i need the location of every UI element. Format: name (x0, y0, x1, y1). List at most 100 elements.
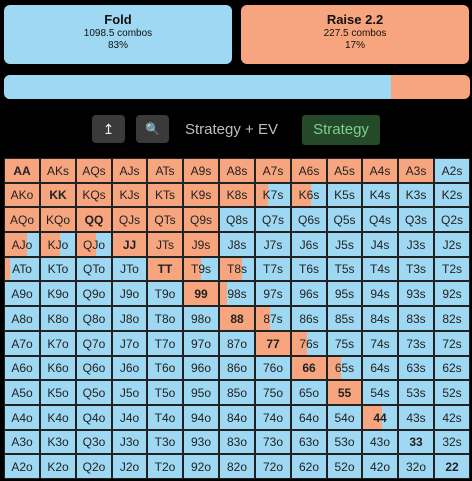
hand-cell[interactable]: 63s (398, 356, 434, 380)
hand-cell[interactable]: 53o (327, 430, 362, 454)
hand-cell[interactable]: K9o (40, 281, 76, 306)
hand-cell[interactable]: TT (147, 257, 183, 281)
hand-cell[interactable]: 65s (327, 356, 362, 380)
hand-cell[interactable]: K9s (183, 183, 219, 207)
hand-cell[interactable]: T3s (398, 257, 434, 281)
hand-cell[interactable]: J7s (255, 232, 291, 257)
hand-cell[interactable]: 76s (291, 331, 327, 356)
hand-cell[interactable]: K2s (434, 183, 470, 207)
hand-cell[interactable]: T9s (183, 257, 219, 281)
hand-cell[interactable]: 97s (255, 281, 291, 306)
hand-cell[interactable]: JTo (112, 257, 147, 281)
hand-cell[interactable]: J4s (362, 232, 398, 257)
hand-cell[interactable]: 82s (434, 306, 470, 331)
hand-cell[interactable]: K7o (40, 331, 76, 356)
hand-cell[interactable]: J7o (112, 331, 147, 356)
hand-cell[interactable]: Q4o (76, 405, 112, 430)
mode-strategy-tab[interactable]: Strategy (302, 115, 380, 145)
hand-cell[interactable]: 84s (362, 306, 398, 331)
hand-cell[interactable]: QJo (76, 232, 112, 257)
hand-cell[interactable]: 99 (183, 281, 219, 306)
hand-cell[interactable]: J8o (112, 306, 147, 331)
hand-cell[interactable]: Q3o (76, 430, 112, 454)
hand-cell[interactable]: 82o (219, 454, 255, 479)
hand-cell[interactable]: 87s (255, 306, 291, 331)
hand-cell[interactable]: K7s (255, 183, 291, 207)
hand-cell[interactable]: 87o (219, 331, 255, 356)
hand-cell[interactable]: J4o (112, 405, 147, 430)
hand-cell[interactable]: 22 (434, 454, 470, 479)
hand-cell[interactable]: 85s (327, 306, 362, 331)
hand-cell[interactable]: T7s (255, 257, 291, 281)
hand-cell[interactable]: Q8s (219, 207, 255, 232)
hand-cell[interactable]: QTo (76, 257, 112, 281)
hand-cell[interactable]: J5o (112, 380, 147, 405)
hand-cell[interactable]: 32s (434, 430, 470, 454)
hand-cell[interactable]: T2s (434, 257, 470, 281)
mode-strategy-ev-tab[interactable]: Strategy + EV (185, 121, 278, 138)
hand-cell[interactable]: K3s (398, 183, 434, 207)
hand-cell[interactable]: J3s (398, 232, 434, 257)
hand-cell[interactable]: A9s (183, 158, 219, 183)
hand-cell[interactable]: 73o (255, 430, 291, 454)
hand-cell[interactable]: J3o (112, 430, 147, 454)
hand-cell[interactable]: 83o (219, 430, 255, 454)
hand-cell[interactable]: KJs (112, 183, 147, 207)
hand-cell[interactable]: 33 (398, 430, 434, 454)
hand-cell[interactable]: 52s (434, 380, 470, 405)
hand-cell[interactable]: T8s (219, 257, 255, 281)
hand-cell[interactable]: A7s (255, 158, 291, 183)
hand-cell[interactable]: K6o (40, 356, 76, 380)
hand-cell[interactable]: T4s (362, 257, 398, 281)
hand-cell[interactable]: KJo (40, 232, 76, 257)
fold-action-card[interactable]: Fold 1098.5 combos 83% (4, 5, 232, 64)
hand-cell[interactable]: Q9o (76, 281, 112, 306)
hand-cell[interactable]: 75o (255, 380, 291, 405)
hand-cell[interactable]: AQs (76, 158, 112, 183)
zoom-button[interactable]: 🔍 (136, 115, 169, 143)
hand-cell[interactable]: Q4s (362, 207, 398, 232)
hand-cell[interactable]: J2s (434, 232, 470, 257)
hand-cell[interactable]: K2o (40, 454, 76, 479)
hand-cell[interactable]: Q5o (76, 380, 112, 405)
hand-cell[interactable]: 95s (327, 281, 362, 306)
hand-cell[interactable]: 44 (362, 405, 398, 430)
hand-cell[interactable]: T5s (327, 257, 362, 281)
hand-cell[interactable]: A2s (434, 158, 470, 183)
hand-cell[interactable]: 43o (362, 430, 398, 454)
hand-cell[interactable]: 97o (183, 331, 219, 356)
hand-cell[interactable]: AJo (4, 232, 40, 257)
hand-cell[interactable]: 72o (255, 454, 291, 479)
hand-cell[interactable]: J5s (327, 232, 362, 257)
hand-cell[interactable]: T4o (147, 405, 183, 430)
hand-cell[interactable]: 63o (291, 430, 327, 454)
hand-cell[interactable]: Q2s (434, 207, 470, 232)
hand-cell[interactable]: ATs (147, 158, 183, 183)
hand-cell[interactable]: A3o (4, 430, 40, 454)
hand-cell[interactable]: 54s (362, 380, 398, 405)
hand-cell[interactable]: AKo (4, 183, 40, 207)
hand-cell[interactable]: 53s (398, 380, 434, 405)
hand-cell[interactable]: 88 (219, 306, 255, 331)
hand-cell[interactable]: QQ (76, 207, 112, 232)
hand-cell[interactable]: 94s (362, 281, 398, 306)
hand-cell[interactable]: J6o (112, 356, 147, 380)
hand-cell[interactable]: 98s (219, 281, 255, 306)
hand-cell[interactable]: A3s (398, 158, 434, 183)
hand-cell[interactable]: K8s (219, 183, 255, 207)
hand-cell[interactable]: 93o (183, 430, 219, 454)
hand-cell[interactable]: 65o (291, 380, 327, 405)
hand-cell[interactable]: AKs (40, 158, 76, 183)
hand-cell[interactable]: KQs (76, 183, 112, 207)
hand-cell[interactable]: T2o (147, 454, 183, 479)
raise-action-card[interactable]: Raise 2.2 227.5 combos 17% (241, 5, 469, 64)
hand-cell[interactable]: 42s (434, 405, 470, 430)
hand-cell[interactable]: KK (40, 183, 76, 207)
hand-cell[interactable]: 42o (362, 454, 398, 479)
hand-cell[interactable]: A4s (362, 158, 398, 183)
hand-cell[interactable]: K6s (291, 183, 327, 207)
hand-cell[interactable]: 85o (219, 380, 255, 405)
hand-cell[interactable]: K5o (40, 380, 76, 405)
hand-cell[interactable]: 62o (291, 454, 327, 479)
hand-cell[interactable]: A7o (4, 331, 40, 356)
